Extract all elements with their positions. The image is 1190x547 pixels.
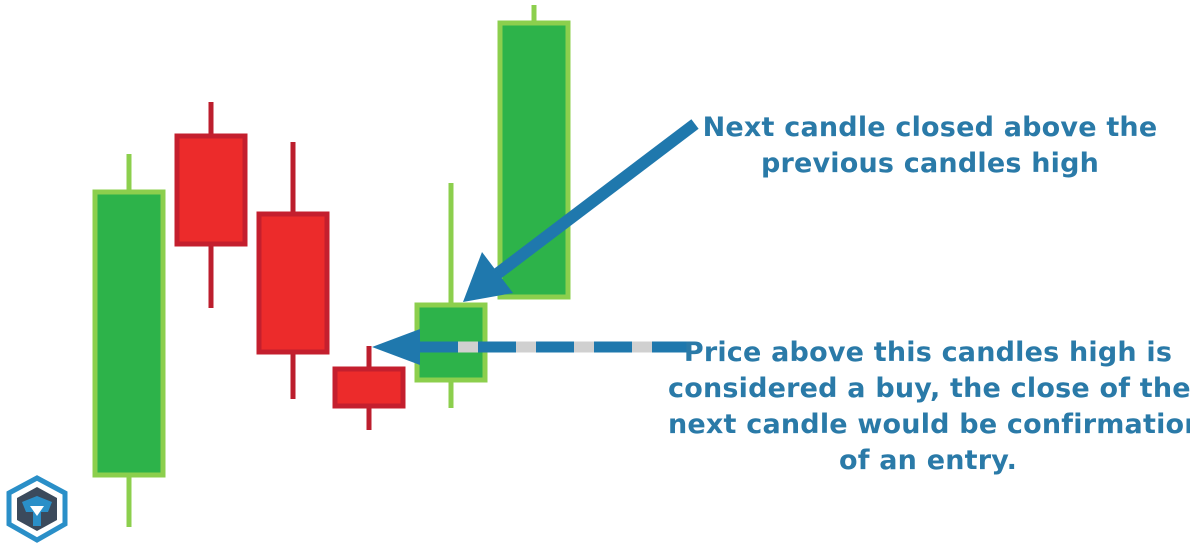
annotation-bottom-line-1: Price above this candles high is xyxy=(683,337,1173,368)
annotation-top-line-1: Next candle closed above the xyxy=(702,112,1158,143)
candle-body xyxy=(174,133,248,247)
candle-bullish xyxy=(92,154,166,527)
diagonal-arrow-head xyxy=(463,252,513,302)
annotation-bottom-line-2: considered a buy, the close of the xyxy=(668,373,1190,404)
candle-body xyxy=(256,211,330,355)
annotation-next-candle: Next candle closed above the previous ca… xyxy=(700,110,1160,182)
candle-body xyxy=(332,366,406,409)
candle-body xyxy=(92,189,166,478)
annotation-bottom-line-4: of an entry. xyxy=(838,445,1018,476)
candles-layer xyxy=(92,5,571,527)
annotation-price-above: Price above this candles high is conside… xyxy=(668,335,1190,479)
logo-icon xyxy=(6,475,68,543)
annotation-bottom-line-3: next candle would be confirmation xyxy=(668,409,1190,440)
candle-body xyxy=(497,20,571,300)
dashed-arrow-head xyxy=(372,329,420,365)
diagonal-arrow-shaft xyxy=(493,119,699,279)
candle-bearish xyxy=(256,142,330,399)
candle-bearish xyxy=(332,346,406,430)
candle-bearish xyxy=(174,102,248,308)
annotation-top-line-2: previous candles high xyxy=(760,148,1100,179)
arrows-layer xyxy=(372,119,699,365)
